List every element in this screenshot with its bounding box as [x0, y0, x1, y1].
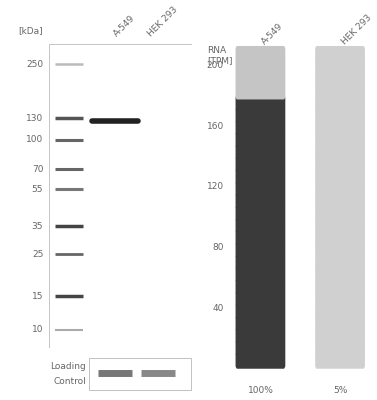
FancyBboxPatch shape: [236, 70, 285, 87]
Text: 160: 160: [207, 122, 224, 130]
FancyBboxPatch shape: [236, 352, 285, 369]
Text: 100%: 100%: [247, 386, 273, 394]
Text: [kDa]: [kDa]: [18, 26, 43, 35]
FancyBboxPatch shape: [315, 340, 365, 356]
FancyBboxPatch shape: [236, 46, 285, 63]
Text: A-549: A-549: [261, 21, 285, 46]
FancyBboxPatch shape: [315, 132, 365, 148]
FancyBboxPatch shape: [236, 58, 285, 75]
FancyBboxPatch shape: [236, 168, 285, 185]
Text: 10: 10: [32, 325, 43, 334]
FancyBboxPatch shape: [315, 83, 365, 100]
FancyBboxPatch shape: [315, 266, 365, 283]
Text: Loading: Loading: [51, 362, 86, 371]
Text: 250: 250: [26, 60, 43, 69]
FancyBboxPatch shape: [315, 291, 365, 308]
Text: 55: 55: [32, 185, 43, 194]
FancyBboxPatch shape: [315, 217, 365, 234]
Text: Control: Control: [54, 378, 86, 386]
Text: 35: 35: [32, 222, 43, 231]
FancyBboxPatch shape: [236, 120, 285, 136]
FancyBboxPatch shape: [236, 230, 285, 246]
FancyBboxPatch shape: [315, 156, 365, 173]
Text: 130: 130: [26, 114, 43, 123]
Text: 120: 120: [207, 182, 224, 192]
FancyBboxPatch shape: [315, 352, 365, 369]
FancyBboxPatch shape: [236, 132, 285, 148]
Text: Low: Low: [145, 360, 162, 369]
Text: 25: 25: [32, 250, 43, 258]
FancyBboxPatch shape: [236, 328, 285, 344]
FancyBboxPatch shape: [315, 278, 365, 295]
FancyBboxPatch shape: [236, 242, 285, 258]
FancyBboxPatch shape: [236, 278, 285, 295]
FancyBboxPatch shape: [89, 358, 191, 390]
Text: 15: 15: [32, 292, 43, 301]
FancyBboxPatch shape: [236, 144, 285, 161]
FancyBboxPatch shape: [236, 315, 285, 332]
FancyBboxPatch shape: [315, 46, 365, 63]
FancyBboxPatch shape: [315, 303, 365, 320]
FancyBboxPatch shape: [315, 95, 365, 112]
FancyBboxPatch shape: [315, 70, 365, 87]
FancyBboxPatch shape: [236, 205, 285, 222]
Text: 5%: 5%: [333, 386, 347, 394]
FancyBboxPatch shape: [315, 181, 365, 197]
FancyBboxPatch shape: [236, 156, 285, 173]
FancyBboxPatch shape: [236, 254, 285, 271]
Text: A-549: A-549: [112, 13, 137, 38]
FancyBboxPatch shape: [315, 168, 365, 185]
Text: 100: 100: [26, 135, 43, 144]
FancyBboxPatch shape: [236, 193, 285, 210]
FancyBboxPatch shape: [236, 291, 285, 308]
Text: 40: 40: [213, 304, 224, 313]
FancyBboxPatch shape: [315, 107, 365, 124]
FancyBboxPatch shape: [236, 303, 285, 320]
Text: 80: 80: [212, 243, 224, 252]
FancyBboxPatch shape: [236, 83, 285, 100]
FancyBboxPatch shape: [236, 95, 285, 112]
FancyBboxPatch shape: [315, 315, 365, 332]
FancyBboxPatch shape: [315, 328, 365, 344]
Text: 70: 70: [32, 165, 43, 174]
FancyBboxPatch shape: [315, 144, 365, 161]
FancyBboxPatch shape: [315, 205, 365, 222]
Text: HEK 293: HEK 293: [340, 13, 374, 46]
FancyBboxPatch shape: [315, 193, 365, 210]
FancyBboxPatch shape: [236, 340, 285, 356]
Text: 200: 200: [207, 61, 224, 70]
FancyBboxPatch shape: [236, 217, 285, 234]
FancyBboxPatch shape: [236, 266, 285, 283]
Text: HEK 293: HEK 293: [146, 4, 180, 38]
FancyBboxPatch shape: [236, 107, 285, 124]
FancyBboxPatch shape: [315, 254, 365, 271]
Text: RNA
[TPM]: RNA [TPM]: [207, 46, 233, 66]
FancyBboxPatch shape: [315, 120, 365, 136]
FancyBboxPatch shape: [315, 58, 365, 75]
FancyBboxPatch shape: [236, 181, 285, 197]
Text: High: High: [100, 360, 121, 369]
FancyBboxPatch shape: [315, 230, 365, 246]
FancyBboxPatch shape: [315, 242, 365, 258]
